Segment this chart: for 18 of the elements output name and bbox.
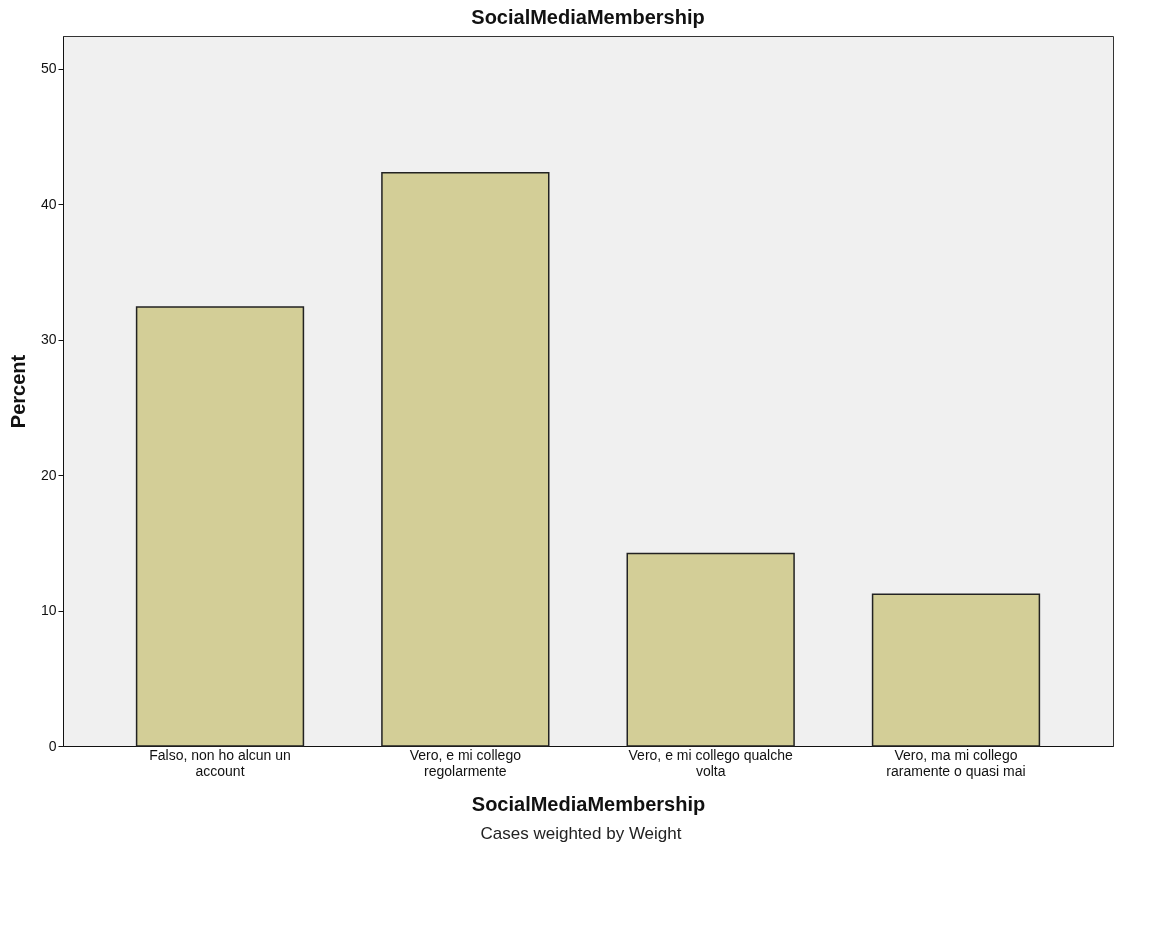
x-tick-label: Vero, e mi collego regolarmente (409, 746, 522, 779)
chart-title: SocialMediaMembership (471, 6, 705, 28)
bar (135, 306, 305, 747)
text: Cases weighted by Weight (479, 824, 683, 844)
y-tick-label: 40 (40, 195, 57, 212)
y-tick-label: 10 (40, 602, 57, 618)
bar (381, 172, 550, 747)
bar (871, 593, 1041, 747)
x-tick-label: Vero, ma mi collego raramente o quasi mai (886, 746, 1026, 779)
bar (626, 552, 795, 747)
x-tick-label: Falso, non ho alcun un account (149, 746, 291, 779)
y-tick-label: 30 (40, 331, 57, 348)
y-axis-title: Percent (6, 354, 29, 429)
y-tick-label: 0 (48, 737, 57, 754)
x-tick-label: Vero, e mi collego qualche volta (628, 746, 793, 779)
y-tick-label: 50 (40, 60, 57, 77)
y-tick-label: 20 (40, 466, 57, 483)
x-axis-title: SocialMediaMembership (471, 792, 706, 815)
